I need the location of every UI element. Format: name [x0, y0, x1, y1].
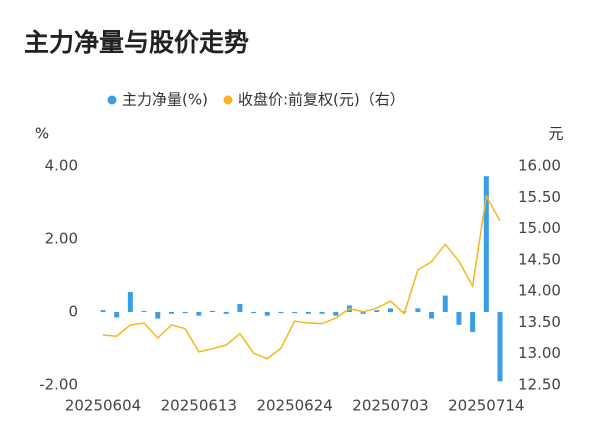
bar [292, 312, 298, 314]
bar [415, 308, 421, 312]
y2-tick-label: 12.50 [518, 376, 561, 394]
legend-marker [223, 95, 233, 105]
bar [141, 310, 147, 312]
bar [100, 310, 106, 312]
x-tick-label: 20250604 [65, 397, 141, 415]
price-line [102, 193, 501, 360]
bar [114, 312, 120, 318]
x-tick-label: 20250714 [448, 397, 524, 415]
y2-axis-label: 元 [548, 125, 563, 143]
bar [470, 312, 476, 333]
legend-label: 收盘价:前复权(元)（右） [238, 91, 405, 109]
y-axis-label: % [35, 125, 49, 143]
bar [442, 295, 448, 312]
x-tick-label: 20250613 [161, 397, 237, 415]
bar [333, 312, 339, 316]
y2-tick-label: 15.50 [518, 188, 561, 206]
chart-title: 主力净量与股价走势 [24, 28, 249, 57]
bar [305, 312, 311, 314]
bar [196, 312, 202, 316]
bar [360, 312, 366, 314]
legend-label: 主力净量(%) [122, 91, 208, 109]
y-tick-label: -2.00 [39, 376, 78, 394]
bar [497, 312, 503, 382]
bar [483, 176, 489, 312]
bar [127, 291, 133, 312]
bar [155, 312, 161, 319]
y2-tick-label: 16.00 [518, 157, 561, 175]
bar [237, 303, 243, 312]
bar [456, 312, 462, 325]
bar [319, 312, 325, 314]
y-tick-label: 0 [68, 303, 78, 321]
x-tick-label: 20250703 [352, 397, 428, 415]
legend-marker [107, 95, 117, 105]
bar [182, 312, 188, 314]
bar [374, 310, 380, 312]
bar [168, 312, 174, 314]
bar [429, 312, 435, 319]
y-tick-label: 4.00 [45, 157, 78, 175]
bar [210, 310, 216, 312]
y-tick-label: 2.00 [45, 230, 78, 248]
bar [387, 308, 393, 312]
bar [264, 312, 270, 316]
y2-tick-label: 15.00 [518, 219, 561, 237]
bar [251, 312, 257, 314]
y2-tick-label: 14.00 [518, 282, 561, 300]
y2-tick-label: 13.50 [518, 313, 561, 331]
x-tick-label: 20250624 [256, 397, 332, 415]
bar [278, 312, 284, 314]
bar [223, 312, 229, 314]
y2-tick-label: 13.00 [518, 344, 561, 362]
y2-tick-label: 14.50 [518, 250, 561, 268]
